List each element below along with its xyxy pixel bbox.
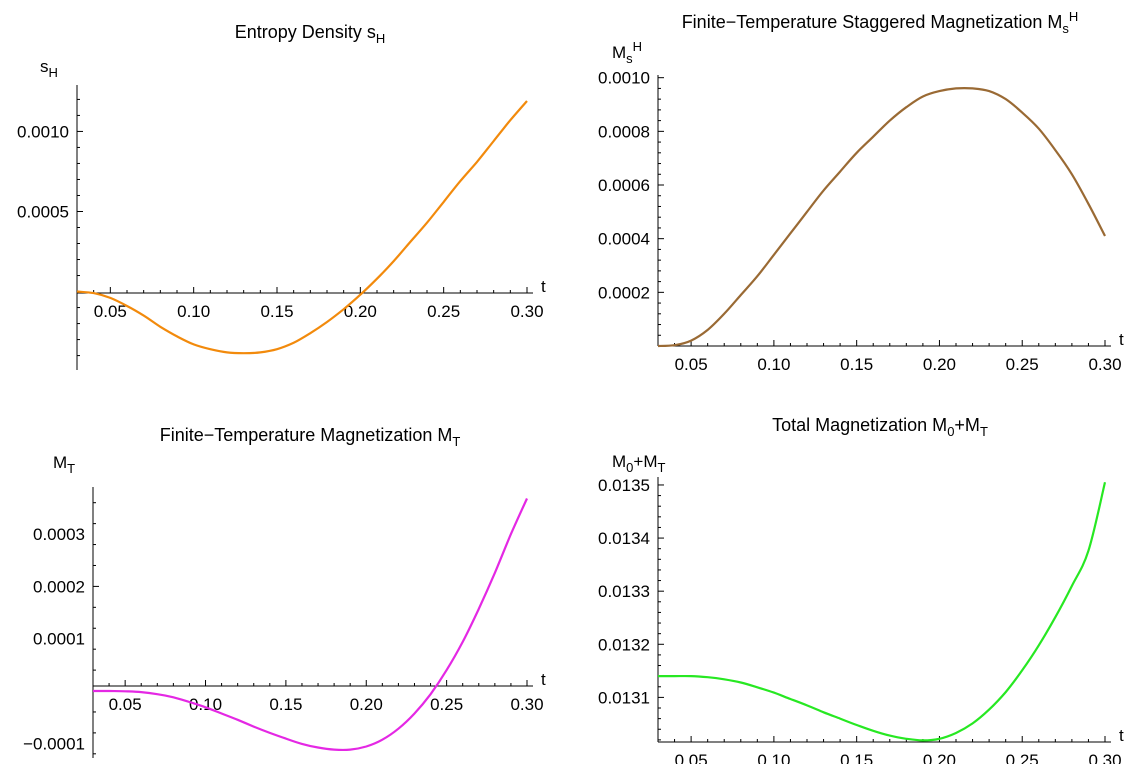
chart-title-part: Finite−Temperature Magnetization M <box>160 425 453 445</box>
y-axis-label-part: +M <box>633 452 657 471</box>
chart-title: Total Magnetization M0+MT <box>772 415 988 439</box>
chart-title: Finite−Temperature Magnetization MT <box>160 425 461 449</box>
x-tick-label: 0.05 <box>675 751 708 764</box>
y-axis-label-part: T <box>67 461 75 476</box>
x-tick-label: 0.10 <box>757 751 790 764</box>
y-axis-label-part: T <box>658 460 666 475</box>
y-axis-label-part: M <box>53 453 67 472</box>
x-axis-label: t <box>541 277 546 296</box>
x-tick-label: 0.25 <box>1006 751 1039 764</box>
x-tick-label: 0.25 <box>1006 355 1039 374</box>
y-tick-label: 0.0006 <box>598 176 650 195</box>
y-tick-label: 0.0134 <box>598 529 650 548</box>
staggered-magnetization-chart: Finite−Temperature Staggered Magnetizati… <box>598 9 1124 374</box>
y-tick-label: 0.0002 <box>33 577 85 596</box>
y-tick-label: 0.0008 <box>598 122 650 141</box>
chart-title-part: H <box>376 31 385 46</box>
chart-title-part: T <box>980 424 988 439</box>
x-tick-label: 0.30 <box>1088 751 1121 764</box>
x-axis-label: t <box>1119 330 1124 349</box>
x-tick-label: 0.10 <box>177 302 210 321</box>
chart-title-part: +M <box>954 415 980 435</box>
x-tick-label: 0.20 <box>923 355 956 374</box>
x-tick-label: 0.20 <box>344 302 377 321</box>
y-tick-label: 0.0010 <box>17 122 69 141</box>
chart-title-part: Entropy Density s <box>235 22 376 42</box>
y-tick-label: 0.0001 <box>33 630 85 649</box>
y-axis-label-part: H <box>633 39 642 54</box>
y-tick-label: 0.0133 <box>598 582 650 601</box>
x-tick-label: 0.15 <box>269 695 302 714</box>
x-tick-label: 0.30 <box>510 302 543 321</box>
y-tick-label: 0.0003 <box>33 525 85 544</box>
series-line <box>657 482 1107 742</box>
chart-title-part: H <box>1069 9 1078 24</box>
x-tick-label: 0.05 <box>675 355 708 374</box>
y-tick-label: 0.0135 <box>598 476 650 495</box>
y-axis-label: sH <box>40 57 58 80</box>
y-axis-label-part: s <box>626 51 633 66</box>
series-line <box>76 100 528 355</box>
y-axis-label-part: M <box>612 452 626 471</box>
y-axis-label: MT <box>53 453 75 476</box>
x-axis-label: t <box>541 670 546 689</box>
x-tick-label: 0.20 <box>923 751 956 764</box>
chart-title-part: s <box>1062 21 1069 36</box>
x-tick-label: 0.30 <box>510 695 543 714</box>
y-tick-label: 0.0132 <box>598 635 650 654</box>
x-tick-label: 0.15 <box>260 302 293 321</box>
y-tick-label: 0.0002 <box>598 283 650 302</box>
y-tick-label: 0.0131 <box>598 688 650 707</box>
x-tick-label: 0.25 <box>430 695 463 714</box>
y-axis-label-part: s <box>40 57 49 76</box>
y-tick-label: 0.0010 <box>598 69 650 88</box>
y-axis-label: M0+MT <box>612 452 666 475</box>
y-tick-label: 0.0004 <box>598 230 650 249</box>
y-axis-label-part: M <box>612 43 626 62</box>
y-axis-label: MsH <box>612 39 642 66</box>
series-line <box>93 498 529 752</box>
chart-title-part: T <box>452 434 460 449</box>
series-line <box>657 87 1106 348</box>
x-tick-label: 0.15 <box>840 355 873 374</box>
x-tick-label: 0.30 <box>1088 355 1121 374</box>
x-tick-label: 0.25 <box>427 302 460 321</box>
chart-title-part: 0 <box>947 424 954 439</box>
x-tick-label: 0.10 <box>757 355 790 374</box>
x-tick-label: 0.05 <box>94 302 127 321</box>
chart-title: Finite−Temperature Staggered Magnetizati… <box>682 9 1079 36</box>
y-axis-label-part: H <box>49 65 58 80</box>
x-axis-label: t <box>1119 726 1124 745</box>
y-axis-label-part: 0 <box>626 460 633 475</box>
chart-title: Entropy Density sH <box>235 22 385 46</box>
chart-title-part: Total Magnetization M <box>772 415 947 435</box>
finite-temperature-magnetization-chart: Finite−Temperature Magnetization MTMTt0.… <box>23 425 546 758</box>
x-tick-label: 0.20 <box>350 695 383 714</box>
y-tick-label: −0.0001 <box>23 734 85 753</box>
x-tick-label: 0.05 <box>109 695 142 714</box>
chart-title-part: Finite−Temperature Staggered Magnetizati… <box>682 12 1063 32</box>
x-tick-label: 0.15 <box>840 751 873 764</box>
y-tick-label: 0.0005 <box>17 202 69 221</box>
